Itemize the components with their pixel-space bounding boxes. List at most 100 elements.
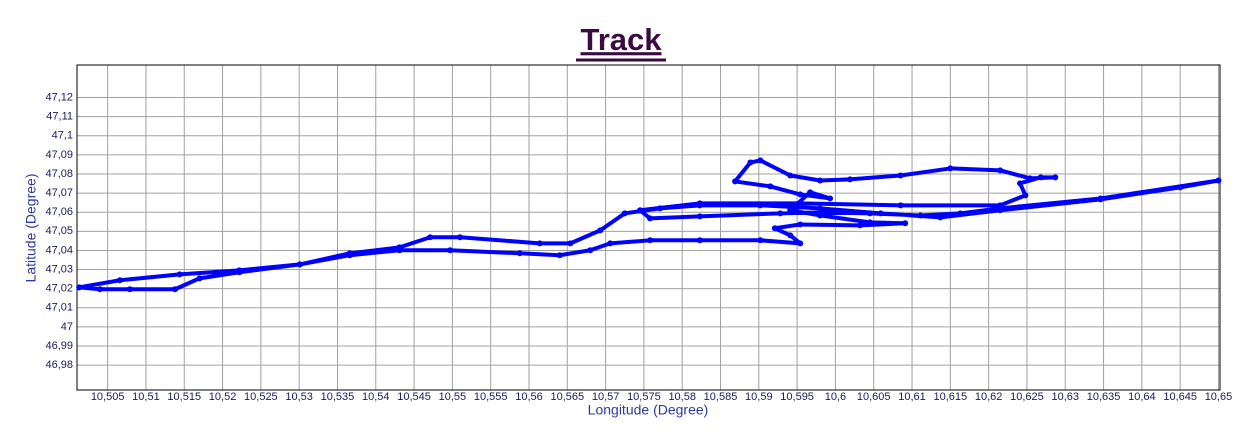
y-tick-label: 47,05 xyxy=(45,225,73,237)
track-point xyxy=(807,189,814,196)
track-point xyxy=(457,234,464,241)
x-tick-label: 10,645 xyxy=(1163,391,1197,403)
track-point xyxy=(902,220,909,227)
x-tick-label: 10,535 xyxy=(321,391,355,403)
track-point xyxy=(997,202,1004,209)
track-point xyxy=(556,252,563,259)
y-tick-label: 47 xyxy=(61,321,73,333)
track-point xyxy=(797,240,804,247)
track-point xyxy=(947,165,954,172)
track-point xyxy=(1027,175,1034,182)
track-point xyxy=(817,212,824,219)
track-point xyxy=(917,212,924,219)
track-point xyxy=(787,172,794,179)
x-tick-label: 10,595 xyxy=(780,391,814,403)
y-tick-label: 47,06 xyxy=(45,206,73,218)
y-tick-label: 47,11 xyxy=(46,111,73,123)
track-point xyxy=(116,277,123,284)
track-point xyxy=(447,247,454,254)
plot-border xyxy=(76,64,1221,391)
x-tick-label: 10,52 xyxy=(209,391,237,403)
x-tick-label: 10,585 xyxy=(704,391,738,403)
track-point xyxy=(817,177,824,184)
x-tick-label: 10,64 xyxy=(1128,391,1156,403)
track-point xyxy=(997,167,1004,174)
track-point xyxy=(787,207,794,214)
track-point xyxy=(777,210,784,217)
x-tick-label: 10,515 xyxy=(167,391,201,403)
y-tick-label: 47,02 xyxy=(45,283,73,295)
track-point xyxy=(747,159,754,166)
track-point xyxy=(696,200,703,207)
x-tick-label: 10,57 xyxy=(592,391,620,403)
track-point xyxy=(877,210,884,217)
x-tick-label: 10,505 xyxy=(91,391,125,403)
track-point xyxy=(957,210,964,217)
y-tick-label: 47,1 xyxy=(52,130,73,142)
x-tick-label: 10,545 xyxy=(397,391,431,403)
track-point xyxy=(1017,180,1024,187)
x-tick-label: 10,605 xyxy=(857,391,891,403)
track-point xyxy=(647,237,654,244)
track-point xyxy=(597,227,604,234)
x-tick-label: 10,625 xyxy=(1010,391,1044,403)
track-point xyxy=(236,269,243,276)
track-point xyxy=(696,213,703,220)
x-tick-label: 10,615 xyxy=(934,391,968,403)
track-point xyxy=(647,215,654,222)
track-point xyxy=(296,261,303,268)
track-point xyxy=(696,237,703,244)
track-point xyxy=(567,240,574,247)
y-tick-label: 47,07 xyxy=(45,187,73,199)
track-point xyxy=(176,271,183,278)
y-tick-label: 47,04 xyxy=(45,244,73,256)
track-point xyxy=(346,252,353,259)
x-tick-label: 10,65 xyxy=(1205,391,1233,403)
track-point xyxy=(587,247,594,254)
chart-title: Track xyxy=(580,22,662,57)
track-point xyxy=(1177,184,1184,191)
x-tick-label: 10,54 xyxy=(362,391,390,403)
track-point xyxy=(937,214,944,221)
track-point xyxy=(1215,177,1222,184)
y-tick-label: 47,01 xyxy=(45,302,73,314)
y-tick-label: 46,99 xyxy=(45,340,73,352)
track-point xyxy=(1052,174,1059,181)
y-tick-label: 47,09 xyxy=(45,149,73,161)
track-point xyxy=(897,202,904,209)
y-tick-label: 47,12 xyxy=(45,91,73,103)
track-point xyxy=(787,232,794,239)
x-tick-label: 10,59 xyxy=(745,391,773,403)
x-tick-label: 10,62 xyxy=(975,391,1003,403)
x-tick-label: 10,58 xyxy=(668,391,696,403)
track-point xyxy=(196,275,203,282)
track-point xyxy=(897,172,904,179)
y-axis-label: Latitude (Degree) xyxy=(23,174,39,283)
track-point xyxy=(797,221,804,228)
x-tick-label: 10,555 xyxy=(474,391,508,403)
x-tick-label: 10,6 xyxy=(825,391,846,403)
track-point xyxy=(607,240,614,247)
track-point xyxy=(536,240,543,247)
track-point xyxy=(866,210,873,217)
track-point xyxy=(76,284,83,291)
x-axis-label: Longitude (Degree) xyxy=(588,402,709,418)
track-point xyxy=(656,205,663,212)
x-tick-label: 10,51 xyxy=(132,391,160,403)
track-point xyxy=(771,225,778,232)
track-point xyxy=(1022,192,1029,199)
x-tick-label: 10,63 xyxy=(1051,391,1079,403)
track-point xyxy=(846,176,853,183)
x-tick-label: 10,565 xyxy=(550,391,584,403)
x-tick-label: 10,56 xyxy=(515,391,543,403)
track-point xyxy=(856,222,863,229)
y-tick-label: 47,08 xyxy=(45,168,73,180)
y-tick-label: 46,98 xyxy=(45,359,73,371)
track-point xyxy=(797,200,804,207)
x-tick-label: 10,53 xyxy=(285,391,313,403)
y-tick-label: 47,03 xyxy=(45,263,73,275)
track-point xyxy=(621,210,628,217)
track-point xyxy=(767,183,774,190)
track-point xyxy=(516,250,523,257)
